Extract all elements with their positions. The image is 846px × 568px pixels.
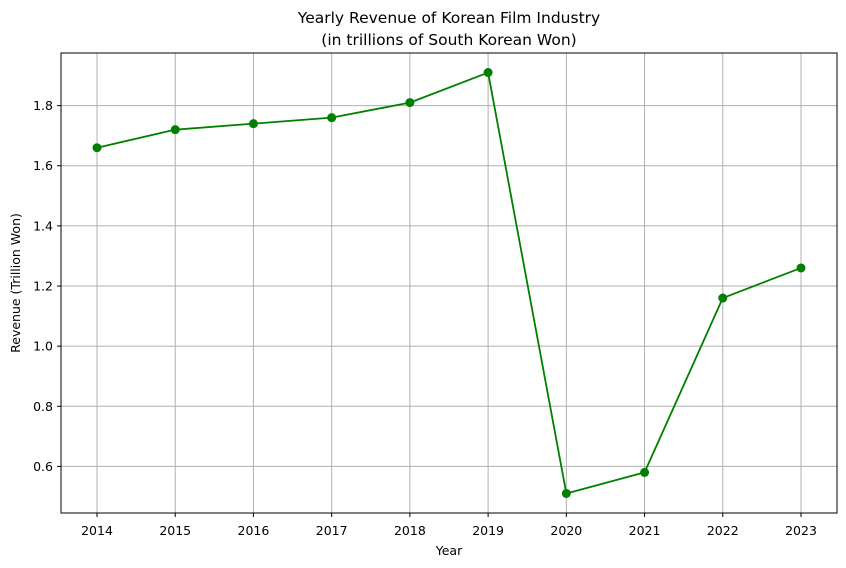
x-tick-label: 2015 [159, 523, 191, 538]
axis-ticks: 2014 2015 2016 2017 2018 2019 2020 2021 2022 2023… [33, 98, 817, 538]
grid [61, 53, 837, 513]
series-line [96, 71, 802, 495]
x-tick-label: 2023 [785, 523, 817, 538]
plot-area-frame [60, 52, 838, 514]
y-tick-label: 0.6 [33, 459, 53, 474]
series-layer [92, 68, 806, 498]
y-tick-label: 0.8 [33, 399, 53, 414]
x-axis-label: Year [435, 543, 463, 558]
x-tick-label: 2018 [394, 523, 426, 538]
chart-title: Yearly Revenue of Korean Film Industry [297, 9, 600, 27]
data-point [405, 98, 415, 108]
y-tick-label: 1.8 [33, 98, 53, 113]
x-tick-label: 2016 [238, 523, 270, 538]
y-axis-label: Revenue (Trillion Won) [8, 213, 23, 353]
data-point [248, 119, 258, 129]
data-point [561, 488, 571, 498]
data-point [718, 293, 728, 303]
y-tick-label: 1.2 [33, 279, 53, 294]
x-tick-label: 2017 [316, 523, 348, 538]
data-point [796, 263, 806, 273]
x-tick-label: 2014 [81, 523, 113, 538]
x-tick-label: 2021 [629, 523, 661, 538]
data-point [483, 68, 493, 78]
data-point [92, 143, 102, 153]
data-point [640, 467, 650, 477]
chart-subtitle: (in trillions of South Korean Won) [321, 31, 576, 49]
y-tick-label: 1.0 [33, 339, 53, 354]
data-point [327, 113, 337, 123]
x-tick-label: 2019 [472, 523, 504, 538]
y-tick-label: 1.6 [33, 158, 53, 173]
x-tick-label: 2020 [550, 523, 582, 538]
y-tick-label: 1.4 [33, 218, 53, 233]
data-point [170, 125, 180, 135]
x-tick-label: 2022 [707, 523, 739, 538]
